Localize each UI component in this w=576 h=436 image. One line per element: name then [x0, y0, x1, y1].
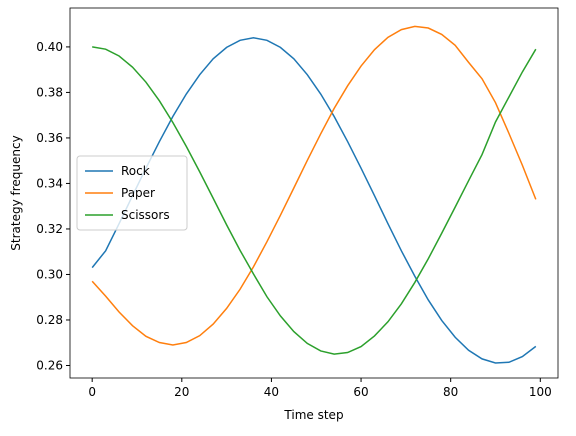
x-tick-label: 20 — [174, 385, 189, 399]
y-tick-label: 0.36 — [36, 131, 63, 145]
line-series — [91, 25, 537, 346]
y-tick-label: 0.38 — [36, 85, 63, 99]
x-tick-label: 100 — [529, 385, 552, 399]
line-series — [91, 37, 537, 364]
y-tick-label: 0.26 — [36, 358, 63, 372]
y-tick-label: 0.30 — [36, 267, 63, 281]
y-tick-label: 0.40 — [36, 40, 63, 54]
y-axis-label: Strategy frequency — [9, 135, 23, 250]
y-tick-label: 0.34 — [36, 176, 63, 190]
y-tick-label: 0.32 — [36, 222, 63, 236]
x-tick-label: 40 — [264, 385, 279, 399]
line-series — [92, 46, 537, 355]
legend-label: Scissors — [121, 208, 170, 222]
x-tick-label: 60 — [353, 385, 368, 399]
x-tick-label: 0 — [88, 385, 96, 399]
legend-frame — [76, 155, 188, 231]
legend-label: Rock — [121, 164, 150, 178]
plot-frame — [69, 7, 559, 379]
y-tick-label: 0.28 — [36, 313, 63, 327]
x-axis-label: Time step — [283, 408, 343, 422]
legend: Rock Paper Scissors — [76, 155, 188, 231]
x-tick-label: 80 — [443, 385, 458, 399]
legend-label: Paper — [121, 186, 155, 200]
